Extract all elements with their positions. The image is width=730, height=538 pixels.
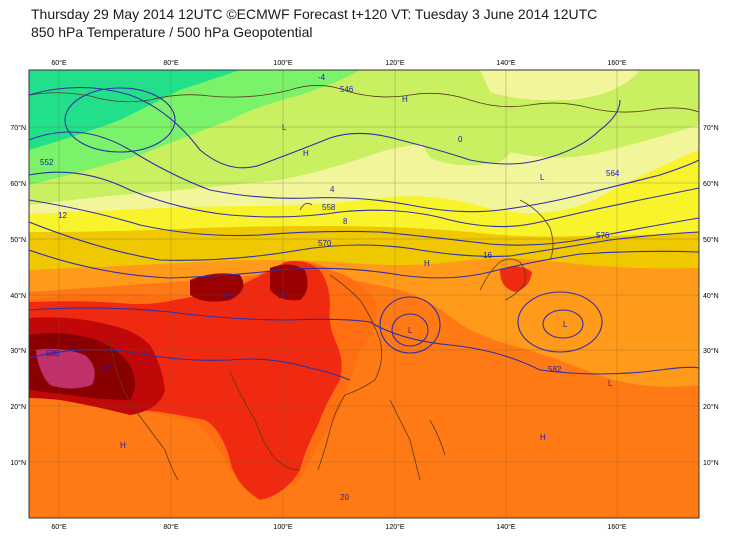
lon-label-160E: 160°E [607,59,626,67]
latitude-labels-left: 70°N 60°N 50°N 40°N 30°N 20°N 10°N [10,124,26,467]
closed-low-west-siberia [64,87,176,153]
temp-label-28: 28 [224,290,233,299]
closed-low-pacific-inner [542,309,584,339]
high-center-pacific: H [540,433,546,442]
isoline-546 [29,87,621,169]
lat-label-70N-right: 70°N [703,124,719,132]
low-center-china: L [408,326,413,335]
isoline-label-582: 582 [548,365,562,374]
lon-label-140E: 140°E [496,59,515,67]
lat-label-10N-right: 10°N [703,459,719,467]
isoline-label-570: 570 [318,239,332,248]
lon-label-100E: 100°E [273,59,292,67]
temp-label-0: 0 [458,135,463,144]
latitude-labels-right: 70°N 60°N 50°N 40°N 30°N 20°N 10°N [703,124,719,467]
low-center-west-pacific: L [608,379,613,388]
lat-label-30N-right: 30°N [703,347,719,355]
lon-label-120E-bottom: 120°E [385,523,404,531]
temp-label-24: 24 [278,291,287,300]
lat-label-20N-right: 20°N [703,403,719,411]
isoline-564 [29,199,699,246]
lat-label-10N: 10°N [10,459,26,467]
isoline-label-564: 564 [606,169,620,178]
chart-subtitle: 850 hPa Temperature / 500 hPa Geopotenti… [31,24,313,40]
closed-low-pacific-outer [517,291,603,353]
temp-label-minus4: -4 [318,73,326,82]
lat-label-30N: 30°N [10,347,26,355]
temp-band-arctic-warm-patch [480,70,640,101]
temp-band-gobi-core [270,264,308,301]
coastlines [29,85,699,481]
isoline-label-552: 552 [40,158,54,167]
isoline-label-576: 576 [596,231,610,240]
temperature-field [29,70,699,518]
isoline-552 [29,131,699,213]
temp-band-siberia-patch [420,134,510,166]
temp-label-12: 12 [58,211,67,220]
map-frame [28,69,700,519]
low-center-north: L [282,123,287,132]
lon-label-60E-bottom: 60°E [51,523,67,531]
lon-label-120E: 120°E [385,59,404,67]
temp-band-hot-core [36,348,95,389]
lat-label-40N: 40°N [10,292,26,300]
high-center-siberia: H [303,149,309,158]
lon-label-80E-bottom: 80°E [163,523,179,531]
longitude-labels-top: 60°E 80°E 100°E 120°E 140°E 160°E [51,59,627,67]
longitude-labels-bottom: 60°E 80°E 100°E 120°E 140°E 160°E [51,523,627,531]
temp-label-8: 8 [343,217,348,226]
high-center-india: H [120,441,126,450]
lon-label-140E-bottom: 140°E [496,523,515,531]
low-center-kamchatka: L [540,173,545,182]
temp-band-cold-core [29,70,240,150]
lon-label-60E: 60°E [51,59,67,67]
isoline-label-588: 588 [46,349,60,358]
temp-label-32: 32 [102,365,111,374]
temp-label-20: 20 [340,493,349,502]
temp-label-16: 16 [483,251,492,260]
high-center-arctic: H [402,95,408,104]
isoline-582 [29,307,699,375]
lon-label-160E-bottom: 160°E [607,523,626,531]
closed-low-isoline-inner [391,313,429,347]
lat-label-70N: 70°N [10,124,26,132]
high-center-mongolia: H [424,259,430,268]
temp-label-4: 4 [330,185,335,194]
lat-label-20N: 20°N [10,403,26,411]
isoline-label-558: 558 [322,203,336,212]
chart-title: Thursday 29 May 2014 12UTC ©ECMWF Foreca… [31,6,598,22]
isoline-label-546: 546 [340,85,354,94]
temperature-labels: -4 0 4 8 12 16 20 24 28 32 [58,73,492,502]
lat-label-60N: 60°N [10,180,26,188]
isoline-570 [29,221,699,261]
closed-low-isoline-outer [379,296,441,354]
geopotential-labels: 546 552 558 564 570 576 582 588 [40,85,620,374]
lat-label-50N-right: 50°N [703,236,719,244]
lat-label-60N-right: 60°N [703,180,719,188]
lat-label-50N: 50°N [10,236,26,244]
isoline-588 [29,349,351,381]
lon-label-80E: 80°E [163,59,179,67]
lon-label-100E-bottom: 100°E [273,523,292,531]
isoline-576 [29,249,699,279]
geopotential-isolines [29,87,699,381]
pressure-centers: H H H H H L L L L L [120,95,613,450]
isoline-558 [29,171,699,228]
low-center-pacific: L [563,320,568,329]
lat-label-40N-right: 40°N [703,292,719,300]
temp-band-tarim-core [190,273,244,302]
